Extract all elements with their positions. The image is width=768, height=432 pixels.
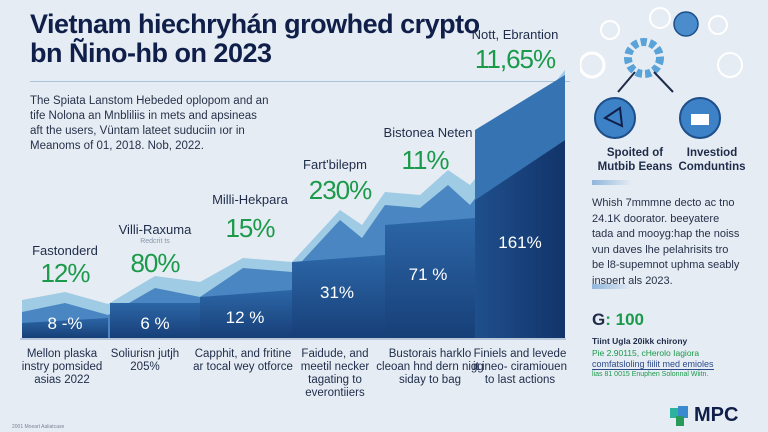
column-1-label: Fastonderd — [32, 243, 98, 258]
column-3-pct: 15% — [225, 213, 275, 243]
column-6-top — [475, 75, 565, 200]
inbox-glyph — [691, 114, 709, 125]
column-6-pct: 11,65% — [474, 44, 556, 74]
network-nodes-icon — [594, 97, 636, 139]
cycle-ring-icon — [624, 38, 664, 78]
column-1 — [22, 318, 108, 338]
column-4-value: 31% — [319, 283, 355, 302]
column-3-caption: Capphit, and fritine ar tocal wey otforc… — [193, 348, 293, 373]
logo-mark-icon — [670, 406, 688, 426]
column-1-value: 8 -% — [47, 314, 83, 333]
stat-line-2: comfatsloling fiilit med emioles — [592, 359, 714, 370]
column-5-label: Bistonea Neten — [383, 125, 473, 140]
column-5-pct: 11% — [401, 145, 449, 175]
divider-bar — [592, 180, 632, 185]
column-2 — [110, 303, 200, 338]
column-3-value: 12 % — [225, 308, 265, 327]
dollar-coin-icon — [673, 11, 699, 37]
divider — [30, 81, 570, 82]
stat-line-1: Pie 2.90115, cHerolo Iagiora — [592, 348, 700, 358]
refresh-icon: G — [592, 310, 606, 329]
column-1-caption: Mellon plaska instry pomsided asias 2022 — [21, 348, 103, 386]
column-6-caption: Finiels and levede it ineo- ciramiouen t… — [473, 348, 567, 386]
column-2-caption: Soliurisn jutjh 205% — [110, 348, 180, 373]
gear-icon — [717, 52, 743, 78]
footer-text: 2001 Moeart Aaliatcase — [12, 424, 65, 430]
right-text: Whish 7mmmne decto ac tno 24.1K doorator… — [592, 197, 740, 287]
column-3-label: Milli-Hekpara — [212, 192, 288, 207]
column-1-pct: 12% — [40, 258, 90, 288]
title-line-2: bn Ñino-hb on 2023 — [30, 38, 272, 68]
column-5-caption: Bustorais harklo cleoan hnd dern nigg si… — [376, 348, 484, 386]
arrow-icon — [617, 71, 636, 93]
network-icons-graphic — [580, 7, 743, 139]
intro-text: The Spiata Lanstom Hebeded oplopom and a… — [30, 95, 269, 152]
column-2-pct: 80% — [130, 248, 180, 278]
stat-value: G: 100 — [592, 310, 644, 330]
column-4-pct: 230% — [308, 175, 373, 205]
arrow-icon — [653, 71, 674, 93]
page-title: Vietnam hiechryhán growhed crypto bn Ñino… — [30, 10, 480, 68]
column-6 — [475, 140, 565, 338]
network-nodes-glyph — [602, 106, 624, 128]
logo: MPC — [694, 404, 739, 426]
gear-icon — [649, 7, 671, 29]
column-6-value: 161% — [498, 233, 542, 252]
title-line-1: Vietnam hiechryhán growhed crypto — [30, 9, 480, 39]
column-6-label: Nott, Ebrantion — [471, 27, 559, 42]
column-4-label: Fart'bilepm — [303, 157, 367, 172]
investiod-label: Investiod Comduntins — [678, 147, 746, 173]
column-2-value: 6 % — [140, 314, 170, 333]
stat-number: : 100 — [605, 310, 644, 329]
column-4-caption: Faidude, and meetil necker tagating to e… — [300, 348, 370, 399]
stat-title: Tiint Ugla 20ikk chirony — [592, 336, 688, 346]
stat-line-3: lias 81 0015 Enuphen Solonnal Wiitn. — [592, 371, 709, 378]
spoited-label: Spoited of Mutbib Eeans — [597, 147, 673, 173]
column-5 — [385, 218, 475, 338]
column-2-sublabel: Redcrit ts — [140, 238, 170, 245]
gear-icon — [600, 20, 620, 40]
column-2-label: Villi-Raxuma — [118, 222, 192, 237]
column-5-value: 71 % — [408, 265, 448, 284]
gear-icon — [708, 15, 728, 35]
divider-bar — [592, 284, 632, 289]
column-4 — [292, 255, 385, 338]
column-3 — [200, 290, 292, 338]
gear-icon — [580, 51, 606, 79]
